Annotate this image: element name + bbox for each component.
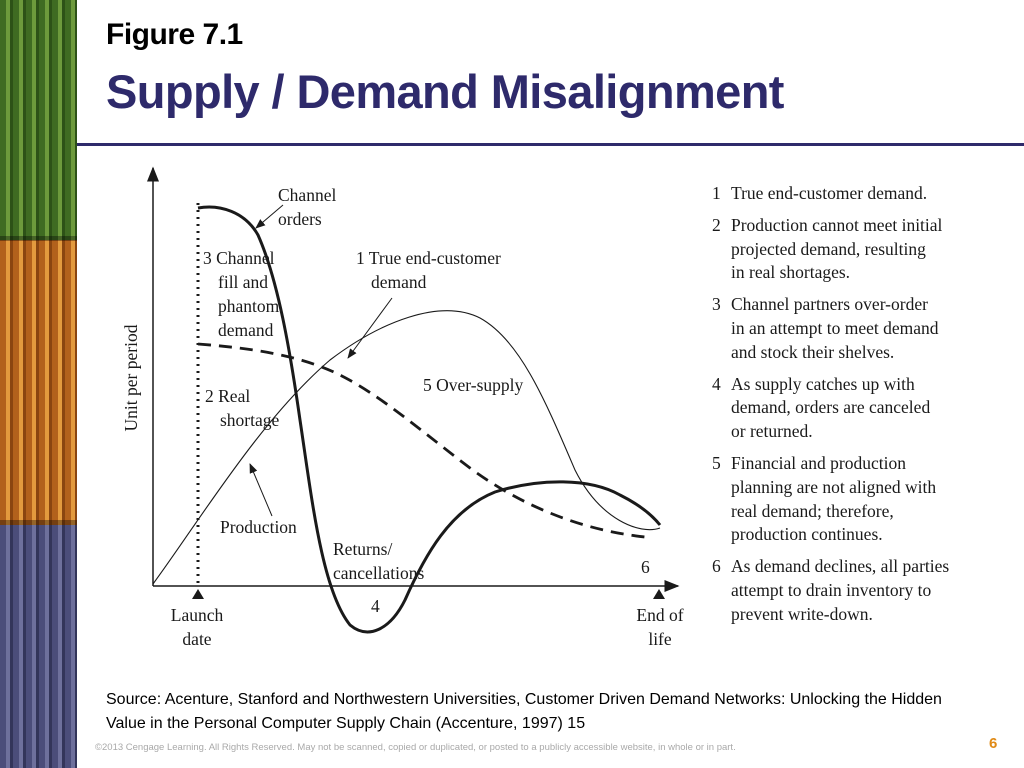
legend-number: 4 <box>712 373 721 394</box>
launch-marker <box>192 589 204 599</box>
blue-container <box>0 525 77 768</box>
legend-text: Channel partners over-order in an attemp… <box>731 293 1012 364</box>
legend-number: 5 <box>712 452 721 473</box>
legend-number: 2 <box>712 214 721 235</box>
label-real-shortage-line1: 2 Real <box>205 386 250 406</box>
end-label-line2: life <box>648 629 672 649</box>
source-citation: Source: Acenture, Stanford and Northwest… <box>106 691 942 732</box>
label-six: 6 <box>641 557 650 577</box>
container-divider <box>0 236 77 241</box>
channel-orders-pointer <box>255 204 284 229</box>
end-marker <box>653 589 665 599</box>
legend-line: and stock their shelves. <box>731 341 895 362</box>
legend-line: demand, orders are canceled <box>731 397 931 418</box>
channel-orders-curve <box>197 205 662 634</box>
legend-line: prevent write-down. <box>731 603 873 624</box>
label-channel-fill-line3: phantom <box>218 296 280 316</box>
label-real-shortage-line2: shortage <box>220 410 280 430</box>
legend-number: 6 <box>712 556 721 577</box>
label-oversupply: 5 Over-supply <box>423 375 524 395</box>
legend-text: Production cannot meet initial projected… <box>731 214 1012 285</box>
label-channel-orders-line1: Channel <box>278 185 336 205</box>
legend-line: As demand declines, all parties <box>731 556 950 577</box>
legend-text: As demand declines, all parties attempt … <box>731 555 1012 626</box>
legend-line: real demand; therefore, <box>731 500 894 521</box>
label-true-demand-line2: demand <box>371 272 427 292</box>
label-true-demand-line1: 1 True end-customer <box>356 248 501 268</box>
legend-line: in real shortages. <box>731 262 851 283</box>
label-channel-fill-line1: 3 Channel <box>203 248 275 268</box>
legend-text: True end-customer demand. <box>731 182 1012 206</box>
legend-line: in an attempt to meet demand <box>731 317 939 338</box>
supply-demand-diagram: Unit per period Channel orders 3 Channel… <box>121 166 684 649</box>
copyright-notice: ©2013 Cengage Learning. All Rights Reser… <box>95 742 736 753</box>
label-four: 4 <box>371 596 380 616</box>
legend-item: 6 As demand declines, all parties attemp… <box>712 555 1012 626</box>
legend-line: True end-customer demand. <box>731 183 928 203</box>
numbered-explanations: 1 True end-customer demand. 2 Production… <box>712 182 1012 635</box>
legend-item: 2 Production cannot meet initial project… <box>712 214 1012 285</box>
legend-line: Channel partners over-order <box>731 294 928 315</box>
launch-label-line2: date <box>182 629 211 649</box>
figure-label: Figure 7.1 <box>106 18 243 51</box>
label-channel-fill-line4: demand <box>218 320 274 340</box>
legend-item: 3 Channel partners over-order in an atte… <box>712 293 1012 364</box>
legend-number: 3 <box>712 294 721 315</box>
slide-title: Supply / Demand Misalignment <box>106 65 784 118</box>
legend-item: 5 Financial and production planning are … <box>712 452 1012 547</box>
legend-line: As supply catches up with <box>731 373 915 394</box>
legend-line: Financial and production <box>731 452 906 473</box>
end-label-line1: End of <box>636 605 683 625</box>
legend-item: 1 True end-customer demand. <box>712 182 1012 206</box>
legend-line: attempt to drain inventory to <box>731 579 932 600</box>
orange-container <box>0 240 77 525</box>
label-returns-line1: Returns/ <box>333 539 392 559</box>
legend-line: Production cannot meet initial <box>731 214 943 235</box>
launch-label-line1: Launch <box>171 605 224 625</box>
legend-line: production continues. <box>731 524 883 545</box>
container-strip-image <box>0 0 77 768</box>
green-container <box>0 0 77 240</box>
legend-line: planning are not aligned with <box>731 476 937 497</box>
legend-line: projected demand, resulting <box>731 238 926 259</box>
true-demand-pointer <box>347 297 393 359</box>
y-axis-label: Unit per period <box>121 324 141 431</box>
container-divider <box>0 520 77 525</box>
production-pointer <box>249 463 273 517</box>
legend-item: 4 As supply catches up with demand, orde… <box>712 373 1012 444</box>
legend-number: 1 <box>712 183 721 203</box>
legend-text: Financial and production planning are no… <box>731 452 1012 547</box>
true-demand-curve <box>152 310 661 585</box>
label-returns-line2: cancellations <box>333 563 425 583</box>
production-curve <box>197 342 646 539</box>
page-number: 6 <box>989 735 998 752</box>
label-channel-fill-line2: fill and <box>218 272 268 292</box>
legend-text: As supply catches up with demand, orders… <box>731 373 1012 444</box>
label-production: Production <box>220 517 297 537</box>
title-rule <box>77 143 1024 146</box>
label-channel-orders-line2: orders <box>278 209 322 229</box>
legend-line: or returned. <box>731 421 813 442</box>
